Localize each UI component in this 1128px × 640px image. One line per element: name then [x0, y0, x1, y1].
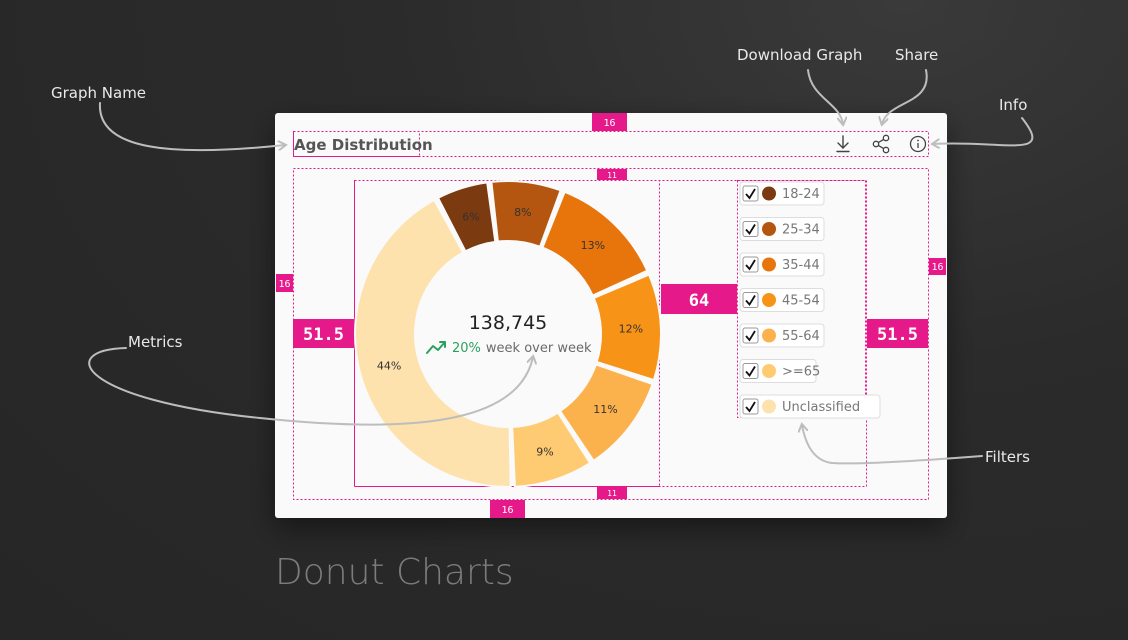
checkmark-icon — [745, 188, 756, 200]
filters-arrow — [802, 425, 983, 465]
slice-label: 9% — [536, 445, 553, 458]
legend-label: 25-34 — [782, 223, 820, 238]
metric-delta: 20% — [452, 341, 481, 356]
page-title: Donut Charts — [275, 552, 514, 593]
spacing-middle-gap-tag: 64 — [689, 291, 709, 311]
legend-item-box — [739, 359, 817, 383]
legend-item-box — [739, 288, 825, 312]
spacing-right-gap-tag: 51.5 — [877, 325, 918, 345]
legend-checkbox[interactable] — [742, 256, 759, 273]
legend-label: 45-54 — [782, 294, 820, 309]
metrics-arrow — [88, 347, 533, 426]
slice-label: 8% — [514, 206, 531, 219]
legend-filter-item[interactable]: Unclassified — [739, 394, 881, 419]
metric-line: 20% week over week — [452, 341, 592, 356]
spacing-left-tag: 16 — [278, 279, 290, 290]
spacing-bottom-tag: 16 — [501, 505, 513, 516]
donut-slice-18-24[interactable] — [437, 181, 497, 253]
legend-color-dot — [762, 186, 776, 201]
donut-slice-unclassified[interactable] — [354, 198, 512, 488]
donut-slice--65[interactable] — [511, 411, 592, 488]
checkmark-icon — [745, 224, 756, 236]
info-icon[interactable] — [909, 135, 927, 153]
legend-item-box — [739, 323, 825, 348]
spacing-top-tag: 16 — [603, 118, 615, 129]
filters-annotation: Filters — [985, 448, 1030, 466]
header-guide — [293, 131, 929, 157]
metric-note: week over week — [486, 341, 592, 356]
slice-label: 11% — [593, 403, 617, 416]
card-title: Age Distribution — [294, 136, 433, 154]
legend-checkbox[interactable] — [742, 185, 759, 202]
graph-name-arrow — [98, 102, 285, 152]
legend-color-dot — [762, 328, 776, 343]
slice-label: 13% — [581, 239, 605, 252]
legend-checkbox[interactable] — [742, 398, 759, 415]
info-arrow — [933, 117, 1034, 145]
legend-label: 35-44 — [782, 258, 820, 273]
metric-value: 138,745 — [469, 312, 548, 334]
legend-checkbox[interactable] — [742, 327, 759, 344]
legend-item-box — [739, 394, 881, 419]
legend-checkbox[interactable] — [742, 363, 759, 379]
legend-filter-item[interactable]: 35-44 — [739, 252, 825, 277]
legend-color-dot — [762, 399, 776, 414]
legend-label: 55-64 — [782, 329, 820, 344]
share-annotation: Share — [895, 46, 938, 64]
checkmark-icon — [745, 401, 756, 413]
slice-label: 6% — [462, 211, 479, 224]
donut-slice-25-34[interactable] — [490, 180, 562, 248]
download-graph-annotation: Download Graph — [737, 46, 862, 64]
legend-color-dot — [762, 222, 776, 236]
content-guide — [293, 168, 929, 500]
info-annotation: Info — [999, 96, 1027, 114]
title-guide — [293, 131, 420, 157]
graph-name-annotation: Graph Name — [51, 84, 146, 102]
donut-chart: 6% 8% 13% 12% 11% 9% 44% — [354, 180, 662, 488]
share-arrow — [882, 69, 928, 124]
legend-filter-item[interactable]: >=65 — [739, 359, 820, 383]
legend-item-box — [739, 252, 825, 277]
checkmark-icon — [745, 259, 756, 271]
legend-label: >=65 — [782, 365, 820, 380]
metrics-annotation: Metrics — [128, 333, 183, 351]
donut-slice-35-44[interactable] — [541, 190, 649, 297]
legend-filter-item[interactable]: 25-34 — [739, 217, 825, 241]
checkmark-icon — [745, 330, 756, 342]
legend-label: 18-24 — [782, 187, 820, 202]
share-icon[interactable] — [872, 134, 890, 154]
legend-filter-item[interactable]: 55-64 — [739, 323, 825, 348]
legend-filters: 18-24 25-34 35-44 45-54 55-64 >=65 Unclassifie… — [739, 181, 881, 419]
legend-checkbox[interactable] — [742, 292, 759, 308]
download-arrow — [807, 69, 843, 124]
legend-color-dot — [762, 364, 776, 378]
spacing-inner-bottom-tag: 11 — [607, 489, 617, 498]
trending-up-icon — [426, 341, 446, 354]
checkmark-icon — [745, 366, 756, 378]
donut-slice-45-54[interactable] — [592, 273, 662, 382]
legend-color-dot — [762, 257, 776, 272]
legend-filter-item[interactable]: 45-54 — [739, 288, 825, 312]
legend-checkbox[interactable] — [742, 221, 759, 237]
legend-item-box — [739, 181, 825, 206]
legend-item-box — [739, 217, 825, 241]
download-icon[interactable] — [836, 135, 850, 153]
spacing-left-gap-tag: 51.5 — [303, 325, 344, 345]
spacing-right-tag: 16 — [931, 262, 943, 273]
donut-slice-55-64[interactable] — [559, 363, 654, 462]
legend-label: Unclassified — [782, 400, 860, 415]
checkmark-icon — [745, 295, 756, 307]
legend-color-dot — [762, 293, 776, 307]
spacing-inner-top-tag: 11 — [607, 171, 617, 180]
legend-filter-item[interactable]: 18-24 — [739, 181, 825, 206]
slice-label: 44% — [377, 360, 401, 373]
slice-label: 12% — [619, 322, 643, 335]
